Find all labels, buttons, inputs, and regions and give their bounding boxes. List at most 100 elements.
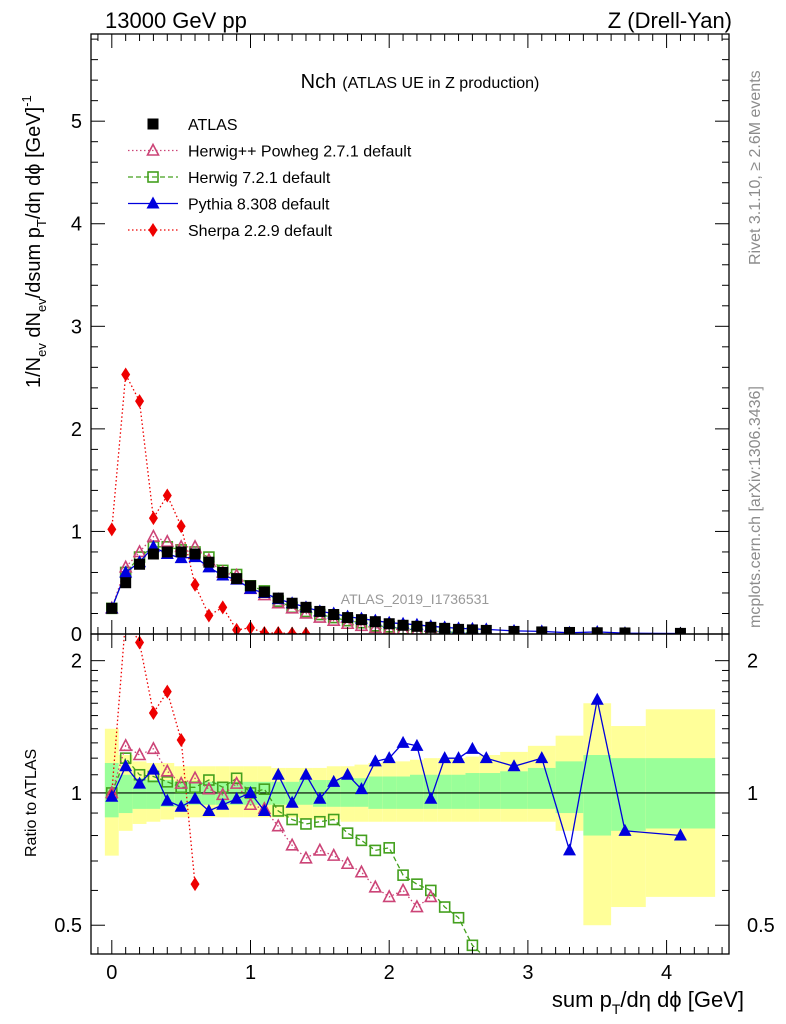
data-point [189, 548, 201, 560]
data-point [369, 616, 381, 628]
data-point [174, 799, 188, 812]
legend-label: Herwig++ Powheg 2.7.1 default [188, 144, 412, 161]
data-point [673, 828, 687, 841]
xtick-label: 2 [384, 962, 395, 984]
ratio-bands [91, 703, 729, 926]
data-point [300, 818, 312, 830]
data-point [328, 609, 340, 621]
legend-entry: ATLAS [147, 117, 238, 134]
legend-entry: Pythia 8.308 default [128, 196, 330, 214]
stat-band [118, 774, 133, 814]
data-point [160, 793, 174, 806]
legend-label: ATLAS [188, 117, 238, 134]
data-point [118, 738, 133, 752]
data-point [229, 775, 244, 789]
data-point [369, 844, 382, 857]
main-series-sherpa-2-2-9-default [107, 367, 311, 634]
data-point [285, 837, 299, 851]
header-right: Z (Drell-Yan) [608, 8, 732, 33]
data-point [286, 597, 298, 609]
data-point [190, 877, 200, 892]
stat-band [437, 774, 452, 809]
legend-entry: Herwig++ Powheg 2.7.1 default [128, 142, 412, 161]
data-point [132, 747, 147, 761]
data-point [396, 735, 410, 748]
data-point [176, 732, 186, 747]
data-point [189, 781, 201, 794]
legend-marker [148, 223, 158, 237]
data-point [327, 774, 341, 787]
data-point [245, 580, 256, 592]
data-point [327, 813, 340, 826]
data-point [410, 899, 424, 913]
ratio-xlabel: sum pT/dη dϕ [GeV] [552, 987, 744, 1017]
legend-entry: Sherpa 2.2.9 default [128, 223, 333, 240]
stat-band [146, 780, 161, 809]
data-point [230, 791, 244, 804]
data-point [146, 762, 160, 775]
data-point [160, 763, 175, 777]
data-point [423, 889, 438, 903]
data-point [354, 782, 368, 795]
data-point [272, 592, 284, 604]
xtick-label: 4 [661, 962, 672, 984]
data-point [119, 565, 133, 578]
data-point [146, 528, 161, 542]
ratio-ytick-label-right: 2 [747, 651, 758, 673]
data-point [162, 488, 172, 503]
data-point [452, 911, 465, 924]
data-point [190, 577, 200, 592]
legend-entry: Herwig 7.2.1 default [128, 170, 331, 187]
series-line [111, 634, 196, 885]
data-point [216, 781, 229, 794]
series-line [111, 699, 681, 851]
data-point [176, 519, 186, 534]
stat-band [410, 774, 424, 809]
ytick-label: 3 [71, 316, 82, 338]
xtick-label: 0 [106, 962, 117, 984]
axes: 0 1 2 3 4 5 0.5 0.5 1 1 2 2 0 1 2 3 4 [54, 33, 775, 984]
data-point [272, 805, 285, 817]
data-point [160, 533, 175, 547]
legend-marker [146, 196, 160, 209]
data-point [204, 608, 214, 623]
ratio-ytick-label: 2 [71, 651, 82, 673]
main-panel [104, 367, 686, 634]
data-point [452, 751, 466, 764]
legend-marker [147, 118, 159, 130]
data-point [299, 850, 313, 864]
data-point [107, 522, 117, 537]
legend-label: Pythia 8.308 default [188, 197, 330, 214]
data-point [563, 843, 576, 856]
data-point [340, 856, 355, 870]
data-point [216, 797, 230, 810]
data-point [243, 797, 258, 811]
data-point [188, 770, 202, 784]
data-point [314, 815, 326, 828]
data-point [135, 394, 145, 409]
data-point [147, 548, 159, 560]
main-title: Nch (ATLAS UE in Z production) [301, 71, 540, 93]
data-point [271, 767, 285, 780]
ratio-series-pythia-8-308-default [105, 692, 687, 856]
data-point [258, 783, 271, 795]
ytick-label: 0 [71, 624, 82, 646]
data-point [299, 767, 313, 780]
data-point [368, 879, 383, 893]
series-line [111, 756, 483, 954]
data-point [341, 827, 354, 839]
stat-band [465, 773, 480, 809]
data-point [410, 738, 424, 751]
data-point [368, 754, 382, 767]
data-point [355, 614, 367, 626]
data-point [354, 864, 369, 878]
data-point [397, 619, 409, 631]
ratio-series-herwig-powheg-2-7-1-default [104, 738, 438, 913]
data-point [218, 600, 228, 615]
data-point [411, 620, 423, 632]
data-point [425, 884, 437, 897]
header-left: 13000 GeV pp [105, 8, 247, 33]
ratio-frame [90, 633, 730, 955]
stat-band [583, 754, 612, 836]
ytick-label: 5 [71, 111, 82, 133]
